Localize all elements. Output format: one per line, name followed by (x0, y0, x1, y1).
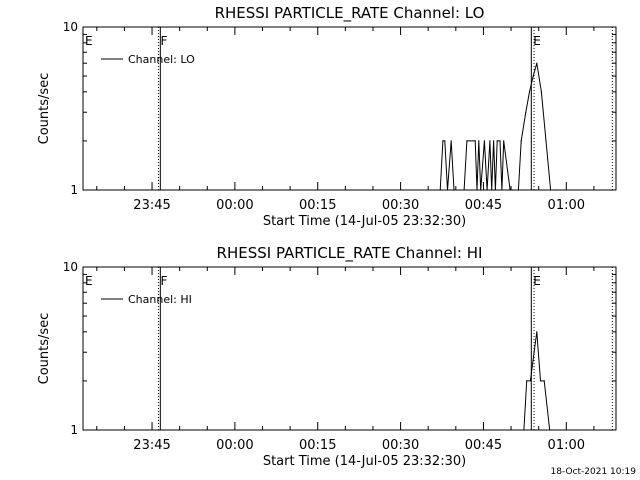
data-point (525, 111, 527, 113)
data-point (444, 140, 446, 142)
chart-panel-lo: RHESSI PARTICLE_RATE Channel: LO 1 10 Count… (37, 4, 617, 229)
chart-panel-hi: RHESSI PARTICLE_RATE Channel: HI 1 10 Count… (37, 244, 617, 469)
data-point (489, 140, 491, 142)
data-point (529, 380, 532, 382)
x-tick-label: 00:00 (216, 438, 253, 453)
y-tick-label: 1 (70, 183, 78, 197)
data-point (503, 140, 505, 142)
x-tick-label: 00:15 (299, 198, 336, 213)
data-point (539, 380, 542, 382)
series-line (439, 63, 556, 191)
data-point (494, 189, 496, 191)
series-line (523, 331, 551, 431)
data-point (499, 140, 501, 142)
x-axis-label: Start Time (14-Jul-05 23:32:30) (263, 214, 466, 229)
x-tick-label: 00:00 (216, 198, 253, 213)
data-point (501, 189, 503, 191)
data-point (478, 140, 480, 142)
event-marker-label: E (85, 274, 93, 288)
data-point (545, 140, 547, 142)
x-tick-label: 00:30 (382, 438, 419, 453)
event-marker-label: F (160, 274, 167, 288)
event-marker-label: E (533, 34, 541, 48)
data-point (491, 189, 493, 191)
x-tick-label: 00:15 (299, 438, 336, 453)
chart-title: RHESSI PARTICLE_RATE Channel: HI (217, 244, 483, 263)
event-marker-label: F (160, 34, 167, 48)
y-axis-label: Counts/sec (37, 73, 52, 145)
data-point (480, 189, 482, 191)
data-point (536, 62, 538, 64)
data-point (533, 351, 535, 353)
data-point (474, 140, 476, 142)
legend-label: Channel: HI (128, 293, 192, 306)
legend-label: Channel: LO (128, 53, 195, 66)
data-point (483, 140, 485, 142)
data-point (526, 380, 528, 382)
data-point (453, 189, 455, 191)
data-point (550, 189, 552, 191)
data-point (486, 189, 488, 191)
data-point (512, 189, 514, 191)
data-point (493, 140, 495, 142)
data-point (540, 91, 543, 93)
y-tick-label: 10 (63, 20, 78, 34)
x-axis-label: Start Time (14-Jul-05 23:32:30) (263, 454, 466, 469)
data-point (517, 189, 520, 191)
data-point (446, 189, 449, 191)
data-point (523, 429, 525, 431)
chart-title: RHESSI PARTICLE_RATE Channel: LO (215, 4, 485, 23)
plot-frame (82, 266, 617, 431)
y-axis-label: Counts/sec (37, 313, 52, 385)
plot-frame (82, 26, 617, 191)
event-marker-label: E (85, 34, 93, 48)
x-tick-label: 01:00 (548, 198, 585, 213)
data-point (528, 91, 531, 93)
x-tick-label: 23:45 (133, 438, 170, 453)
footer-timestamp: 18-Oct-2021 10:19 (550, 467, 636, 477)
x-tick-label: 00:45 (465, 438, 502, 453)
data-point (476, 189, 478, 191)
x-tick-label: 01:00 (548, 438, 585, 453)
data-point (536, 331, 538, 333)
data-point (509, 189, 511, 191)
x-tick-label: 00:30 (382, 198, 419, 213)
y-tick-label: 10 (63, 260, 78, 274)
data-point (496, 140, 498, 142)
x-tick-label: 23:45 (133, 198, 170, 213)
data-point (439, 189, 441, 191)
event-marker-label: E (533, 274, 541, 288)
x-tick-label: 00:45 (465, 198, 502, 213)
y-tick-label: 1 (70, 423, 78, 437)
data-point (442, 140, 444, 142)
data-point (520, 140, 522, 142)
data-point (463, 189, 465, 191)
data-point (466, 140, 468, 142)
data-point (532, 75, 534, 77)
data-point (450, 140, 452, 142)
data-point (543, 380, 545, 382)
data-point (554, 189, 556, 191)
data-point (549, 429, 551, 431)
